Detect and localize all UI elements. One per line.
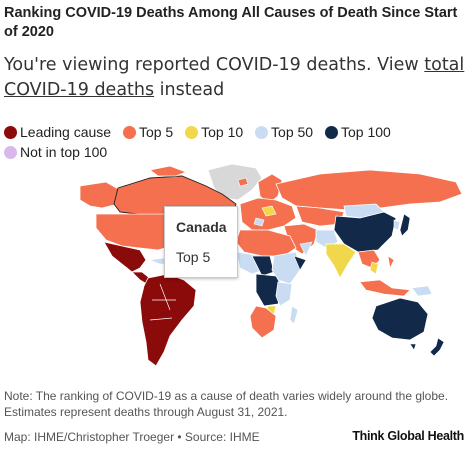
legend-swatch <box>255 126 269 139</box>
scandinavia[interactable] <box>257 173 283 205</box>
china[interactable] <box>333 211 397 253</box>
legend-item-top100[interactable]: Top 100 <box>324 122 391 142</box>
iceland[interactable] <box>237 177 249 187</box>
legend-item-top10[interactable]: Top 10 <box>185 122 243 142</box>
legend-label: Leading cause <box>20 124 112 140</box>
arctic-islands[interactable] <box>149 165 188 177</box>
japan[interactable] <box>399 213 411 237</box>
legend-item-leading[interactable]: Leading cause <box>4 122 111 142</box>
legend-item-top5[interactable]: Top 5 <box>122 122 174 142</box>
subtitle-prefix: You're viewing reported COVID-19 deaths.… <box>4 55 425 75</box>
philippines[interactable] <box>387 255 395 269</box>
south-america-borders <box>149 283 176 321</box>
tooltip-rank: Top 5 <box>176 249 211 265</box>
tasmania[interactable] <box>409 343 417 351</box>
legend-swatch <box>185 126 199 139</box>
legend-label: Top 100 <box>340 124 391 140</box>
papua[interactable] <box>411 285 433 297</box>
east-africa-lower[interactable] <box>275 281 293 307</box>
korea[interactable] <box>393 219 401 231</box>
legend-label: Not in top 100 <box>20 144 108 160</box>
chart-title: Ranking COVID-19 Deaths Among All Causes… <box>4 5 458 40</box>
middle-east-top50[interactable] <box>299 241 313 257</box>
india[interactable] <box>325 243 357 279</box>
europe-top10[interactable] <box>261 205 277 217</box>
southern-africa[interactable] <box>249 305 277 339</box>
mexico[interactable] <box>103 241 147 273</box>
australia[interactable] <box>371 297 429 341</box>
total-deaths-link[interactable]: total COVID-19 deaths <box>4 55 465 100</box>
europe-top50[interactable] <box>253 217 265 227</box>
subtitle-suffix: instead <box>154 80 225 100</box>
horn-africa[interactable] <box>293 255 307 271</box>
brand-logo[interactable]: Think Global Health <box>352 429 464 443</box>
legend-label: Top 50 <box>271 124 314 140</box>
legend-label: Top 5 <box>138 124 174 140</box>
legend-swatch <box>122 126 136 139</box>
map-tooltip: Canada Top 5 <box>164 206 238 278</box>
new-zealand[interactable] <box>429 337 445 357</box>
legend-item-top50[interactable]: Top 50 <box>255 122 313 142</box>
legend: Leading cause Top 5 Top 10 Top 50 Top 10… <box>4 122 466 162</box>
tooltip-country: Canada <box>176 219 227 235</box>
chart-note: Note: The ranking of COVID-19 as a cause… <box>4 389 449 419</box>
russia[interactable] <box>275 169 463 211</box>
indochina-top10[interactable] <box>369 261 379 275</box>
legend-swatch <box>324 126 338 139</box>
legend-label: Top 10 <box>201 124 244 140</box>
south-america[interactable] <box>139 273 197 367</box>
subtitle: You're viewing reported COVID-19 deaths.… <box>4 53 466 103</box>
alaska[interactable] <box>79 181 121 209</box>
madagascar[interactable] <box>289 305 299 325</box>
legend-item-not-top100[interactable]: Not in top 100 <box>4 142 107 162</box>
indonesia[interactable] <box>359 279 411 297</box>
legend-swatch <box>4 126 17 139</box>
chart-credit: Map: IHME/Christopher Troeger • Source: … <box>4 430 260 444</box>
legend-swatch <box>4 146 17 159</box>
